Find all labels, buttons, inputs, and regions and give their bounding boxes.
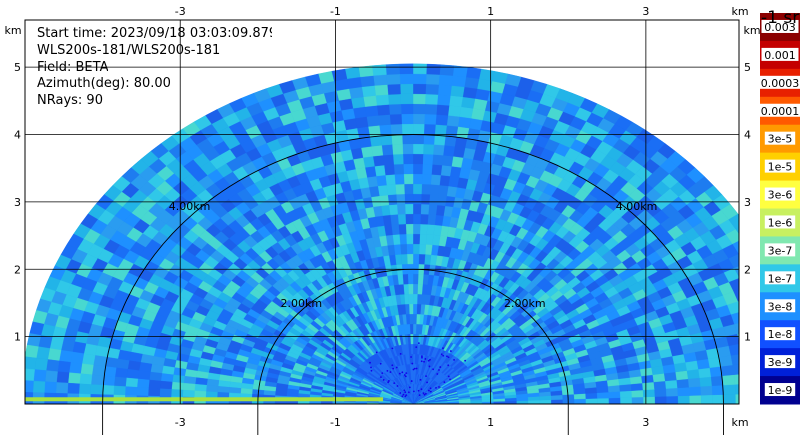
x-tick-top--1: -1 bbox=[330, 5, 341, 18]
colorbar-label-6: 3e-6 bbox=[768, 189, 793, 202]
x-tick-top--3: -3 bbox=[175, 5, 186, 18]
azimuth-label: Azimuth(deg): 80.00 bbox=[37, 76, 171, 91]
colorbar-label-box-5 bbox=[764, 159, 796, 173]
colorbar-label-12: 3e-9 bbox=[768, 356, 793, 369]
colorbar-label-box-0 bbox=[761, 19, 799, 33]
colorbar-label-box-4 bbox=[764, 131, 796, 145]
y-tick-left-4: 4 bbox=[14, 129, 21, 142]
start-time-label: Start time: 2023/09/18 03:03:09.879 bbox=[37, 26, 272, 41]
axis-ticks: -3 -3 -1 -1 1 1 3 3 1 1 2 2 3 3 4 4 5 5 km km km km bbox=[4, 5, 760, 429]
colorbar-label-10: 3e-8 bbox=[768, 300, 793, 313]
plot-frame bbox=[24, 19, 740, 405]
x-tick-bottom--1: -1 bbox=[330, 416, 341, 429]
colorbar-label-0: 0.003 bbox=[764, 21, 796, 34]
y-tick-right-1: 1 bbox=[744, 331, 751, 344]
colorbar-label-box-2 bbox=[758, 75, 800, 89]
x-tick-bottom--3: -3 bbox=[175, 416, 186, 429]
colorbar-label-4: 3e-5 bbox=[768, 133, 793, 146]
colorbar-label-box-9 bbox=[764, 271, 796, 285]
range-ring-label-left-0: 2.00km bbox=[280, 297, 322, 310]
range-ring-label-left-1: 4.00km bbox=[169, 200, 211, 213]
colorbar-label-9: 1e-7 bbox=[768, 272, 793, 285]
colorbar-label-8: 3e-7 bbox=[768, 244, 793, 257]
colorbar-label-2: 0.0003 bbox=[761, 77, 800, 90]
y-tick-left-3: 3 bbox=[14, 196, 21, 209]
colorbar-label-box-6 bbox=[764, 187, 796, 201]
colorbar-label-box-12 bbox=[764, 355, 796, 369]
range-ring-label-right-0: 2.00km bbox=[504, 297, 546, 310]
x-tick-bottom-1: 1 bbox=[487, 416, 494, 429]
y-unit-right: km bbox=[743, 24, 760, 37]
colorbar-label-box-10 bbox=[764, 299, 796, 313]
colorbar-title: -1 sr bbox=[761, 8, 800, 28]
field-label: Field: BETA bbox=[37, 60, 109, 75]
beta-field-sector bbox=[25, 63, 739, 404]
colorbar-label-11: 1e-8 bbox=[768, 328, 793, 341]
y-tick-left-5: 5 bbox=[14, 61, 21, 74]
x-unit-bottom: km bbox=[731, 416, 748, 429]
range-ring-label-right-1: 4.00km bbox=[616, 200, 658, 213]
colorbar-label-5: 1e-5 bbox=[768, 161, 793, 174]
station-label: WLS200s-181/WLS200s-181 bbox=[37, 43, 221, 58]
colorbar-label-box-1 bbox=[761, 47, 799, 61]
y-tick-right-4: 4 bbox=[744, 129, 751, 142]
colorbar-label-3: 0.0001 bbox=[761, 105, 800, 118]
y-tick-left-2: 2 bbox=[14, 263, 21, 276]
y-tick-right-3: 3 bbox=[744, 196, 751, 209]
x-tick-top-1: 1 bbox=[487, 5, 494, 18]
colorbar-label-box-11 bbox=[764, 327, 796, 341]
y-tick-left-1: 1 bbox=[14, 331, 21, 344]
y-tick-right-2: 2 bbox=[744, 263, 751, 276]
x-tick-bottom-3: 3 bbox=[642, 416, 649, 429]
colorbar: 0.003 0.001 0.0003 0.0001 3e-5 1e-5 3e-6 1e-6 3e… bbox=[758, 13, 800, 405]
colorbar-label-13: 1e-9 bbox=[768, 384, 793, 397]
colorbar-label-box-3 bbox=[758, 103, 800, 117]
x-tick-top-3: 3 bbox=[642, 5, 649, 18]
colorbar-label-1: 0.001 bbox=[764, 49, 796, 62]
nrays-label: NRays: 90 bbox=[37, 93, 103, 108]
colorbar-label-box-13 bbox=[764, 383, 796, 397]
colorbar-label-box-7 bbox=[764, 215, 796, 229]
y-unit-left: km bbox=[4, 24, 21, 37]
colorbar-label-box-8 bbox=[764, 243, 796, 257]
y-tick-right-5: 5 bbox=[744, 61, 751, 74]
x-unit-top: km bbox=[731, 5, 748, 18]
colorbar-label-7: 1e-6 bbox=[768, 216, 793, 229]
plot-grid bbox=[25, 20, 739, 404]
